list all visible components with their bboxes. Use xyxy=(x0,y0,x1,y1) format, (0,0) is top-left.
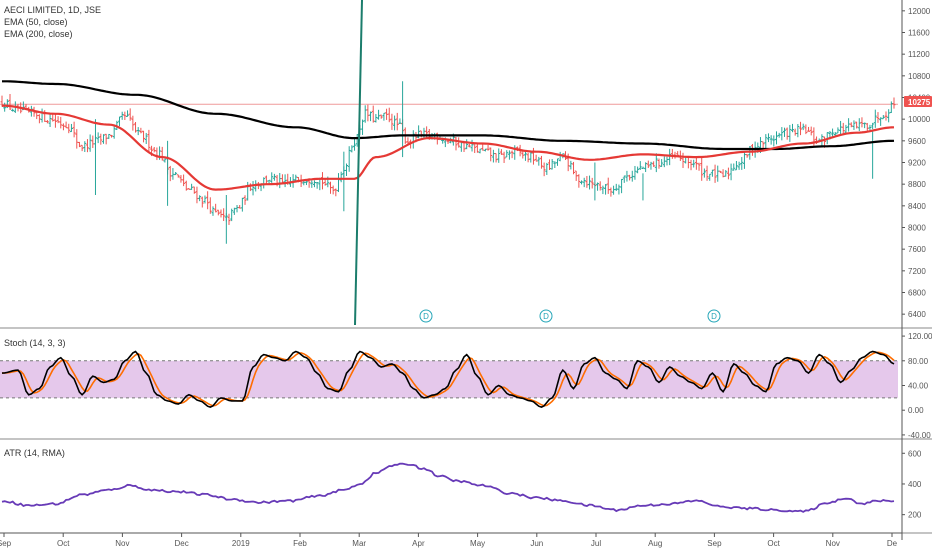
x-tick-label: Nov xyxy=(115,539,129,548)
x-tick-label: Apr xyxy=(412,539,425,548)
x-tick-label: Sep xyxy=(0,539,12,548)
y-tick-label: 11600 xyxy=(908,29,930,38)
y-tick-label: 600 xyxy=(908,449,922,458)
stoch-lines xyxy=(1,350,895,408)
stoch-band xyxy=(0,360,898,399)
chart-title: AECI LIMITED, 1D, JSE xyxy=(4,5,101,15)
x-tick-label: Feb xyxy=(293,539,307,548)
x-tick-label: May xyxy=(470,539,485,548)
y-tick-label: 12000 xyxy=(908,7,931,16)
ema50-legend: EMA (50, close) xyxy=(4,17,68,27)
dividend-circle xyxy=(539,309,553,323)
dividend-label: D xyxy=(711,312,717,321)
atr-legend: ATR (14, RMA) xyxy=(4,448,65,458)
x-tick-label: Sep xyxy=(707,539,722,548)
y-tick-label: 7200 xyxy=(908,267,926,276)
x-tick-label: Aug xyxy=(648,539,662,548)
dividend-label: D xyxy=(543,312,549,321)
dividend-circle xyxy=(419,309,433,323)
svg-text:10275: 10275 xyxy=(908,98,931,107)
ema200-legend: EMA (200, close) xyxy=(4,29,73,39)
y-tick-label: 8400 xyxy=(908,202,926,211)
y-tick-label: 200 xyxy=(908,511,922,520)
legends: AECI LIMITED, 1D, JSE EMA (50, close) EM… xyxy=(4,5,101,458)
stoch-legend: Stoch (14, 3, 3) xyxy=(4,338,66,348)
x-tick-label: 2019 xyxy=(232,539,250,548)
y-tick-label: -40.00 xyxy=(908,431,931,440)
y-tick-label: 120.00 xyxy=(908,332,932,341)
y-tick-label: 7600 xyxy=(908,245,926,254)
vertical-line xyxy=(354,0,363,326)
y-tick-label: 9600 xyxy=(908,137,926,146)
stoch-k-line xyxy=(1,350,895,408)
stoch-d-line xyxy=(1,351,895,407)
x-tick-label: Oct xyxy=(57,539,70,548)
ema50-line xyxy=(1,104,895,191)
y-tick-label: 8000 xyxy=(908,224,926,233)
x-tick-label: Jun xyxy=(530,539,543,548)
ema200-line xyxy=(2,80,895,151)
dividend-marker: D xyxy=(707,309,721,323)
atr-line xyxy=(1,462,895,513)
dividend-marker: D xyxy=(419,309,433,323)
ema-lines xyxy=(1,80,895,191)
last-price-tag: 10275 xyxy=(904,96,932,107)
y-tick-label: 9200 xyxy=(908,159,926,168)
y-tick-label: 10800 xyxy=(908,72,931,81)
y-tick-label: 80.00 xyxy=(908,357,929,366)
vertical-trend-line xyxy=(354,0,363,326)
dividend-marker: D xyxy=(539,309,553,323)
dividend-label: D xyxy=(423,312,429,321)
x-tick-label: Nov xyxy=(826,539,840,548)
x-tick-label: Mar xyxy=(352,539,366,548)
y-tick-label: 8800 xyxy=(908,180,926,189)
dividend-circle xyxy=(707,309,721,323)
y-tick-label: 11200 xyxy=(908,50,930,59)
y-tick-label: 6800 xyxy=(908,289,926,298)
y-tick-label: 6400 xyxy=(908,310,926,319)
x-tick-label: Oct xyxy=(767,539,780,548)
x-tick-label: De xyxy=(887,539,898,548)
x-tick-label: Jul xyxy=(591,539,601,548)
stoch-band-fill xyxy=(0,360,898,398)
y-tick-label: 40.00 xyxy=(908,382,929,391)
atr-line xyxy=(1,462,895,513)
x-tick-label: Dec xyxy=(174,539,188,548)
y-tick-label: 400 xyxy=(908,480,922,489)
y-tick-label: 10000 xyxy=(908,115,931,124)
y-tick-label: 0.00 xyxy=(908,406,924,415)
x-axis: Sep Oct Nov Dec 2019 Feb Mar Apr May Jun Jul Aug Sep… xyxy=(0,532,902,548)
